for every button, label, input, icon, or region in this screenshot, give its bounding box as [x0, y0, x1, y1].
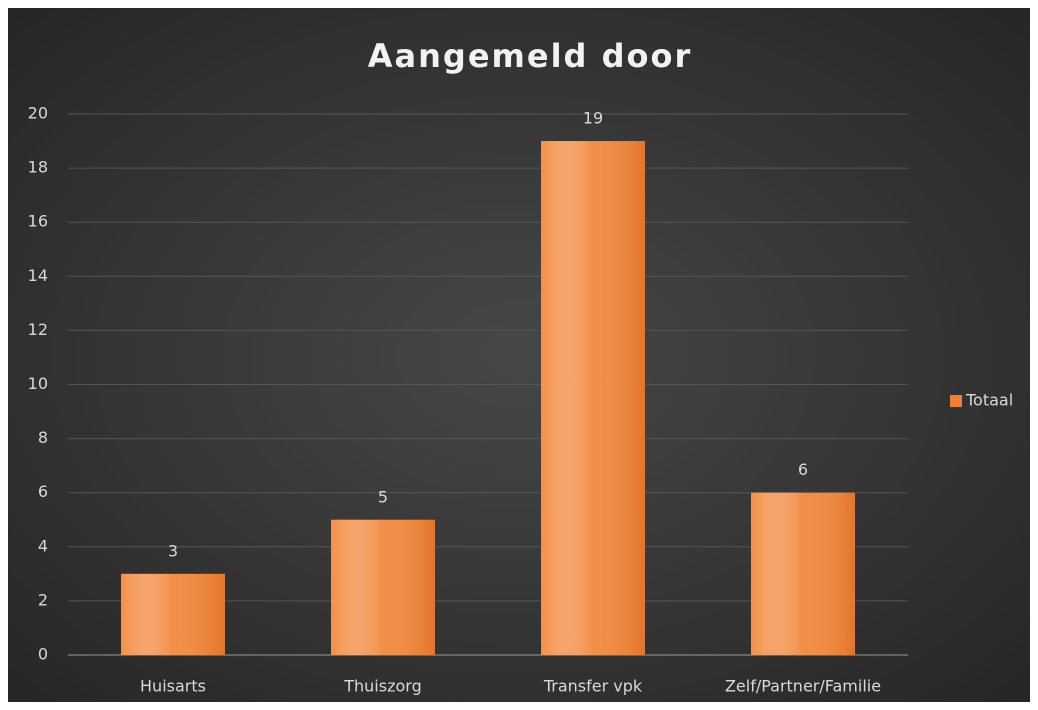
y-tick-label: 4: [38, 536, 48, 555]
y-tick-label: 16: [28, 212, 48, 231]
y-tick-label: 12: [28, 320, 48, 339]
data-label: 19: [583, 109, 603, 128]
y-tick-label: 14: [28, 266, 48, 285]
bar-shading: [751, 492, 855, 655]
legend-label: Totaal: [965, 391, 1013, 410]
y-tick-label: 8: [38, 428, 48, 447]
bar-shading: [331, 519, 435, 655]
y-tick-label: 18: [28, 158, 48, 177]
chart-title: Aangemeld door: [368, 37, 692, 75]
x-tick-label: Thuiszorg: [343, 677, 421, 696]
legend-swatch: [950, 395, 962, 407]
x-tick-label: Transfer vpk: [543, 677, 643, 696]
y-tick-label: 6: [38, 482, 48, 501]
data-label: 6: [798, 460, 808, 479]
y-tick-label: 0: [38, 645, 48, 664]
x-tick-label: Zelf/Partner/Familie: [725, 677, 881, 696]
data-label: 3: [168, 541, 178, 560]
data-label: 5: [378, 487, 388, 506]
bar-shading: [121, 573, 225, 655]
bar-shading: [541, 141, 645, 656]
y-tick-label: 20: [28, 104, 48, 123]
y-tick-label: 10: [28, 374, 48, 393]
x-tick-label: Huisarts: [140, 677, 206, 696]
y-tick-label: 2: [38, 590, 48, 609]
